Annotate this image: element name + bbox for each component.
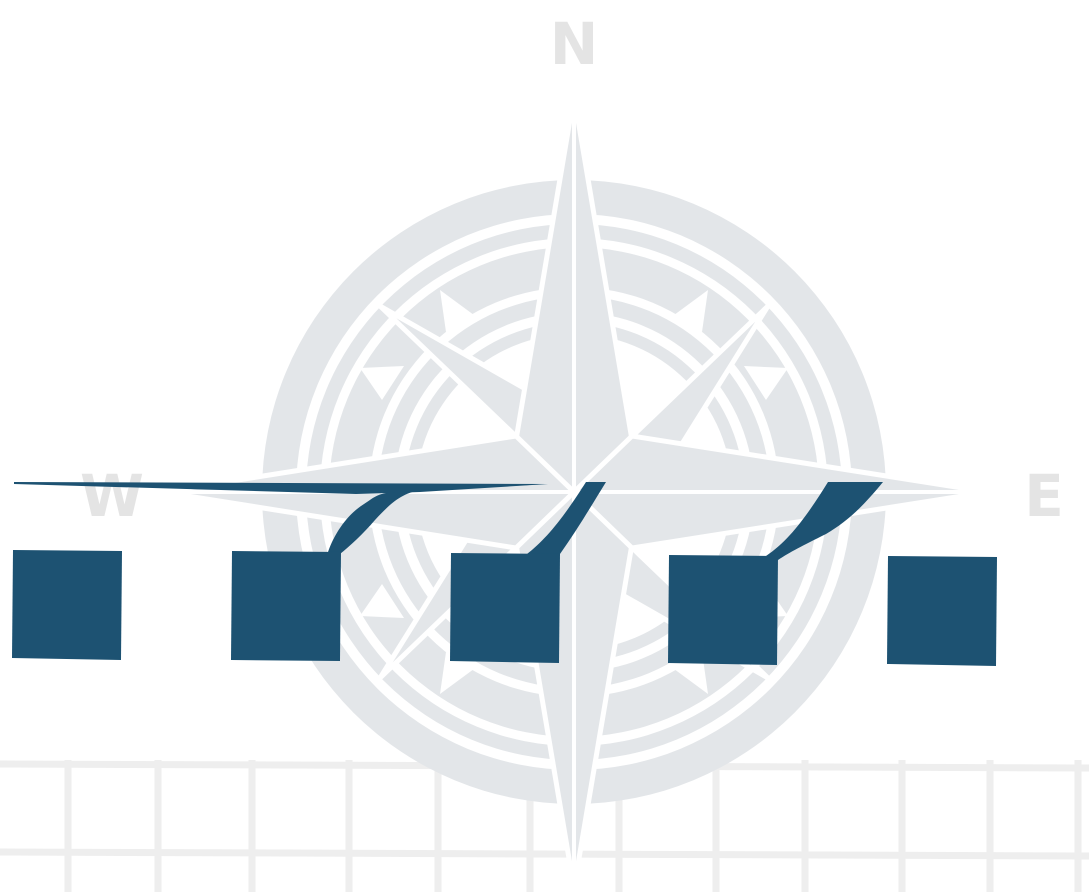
north-label: N [550, 10, 599, 78]
curved-stroke-icon-2 [527, 482, 606, 554]
west-label: W [80, 462, 144, 530]
accent-group [12, 482, 997, 666]
square-block-icon-4 [668, 555, 778, 665]
square-block-icon-2 [231, 551, 341, 661]
horizontal-sweep-icon [14, 482, 548, 494]
square-block-icon-1 [12, 550, 122, 660]
square-block-icon-5 [887, 556, 997, 666]
curved-stroke-icon-3 [766, 482, 883, 560]
square-block-icon-3 [450, 553, 560, 663]
curved-stroke-icon-1 [328, 484, 548, 554]
east-label: E [1024, 462, 1064, 530]
background-grid [0, 760, 1089, 892]
